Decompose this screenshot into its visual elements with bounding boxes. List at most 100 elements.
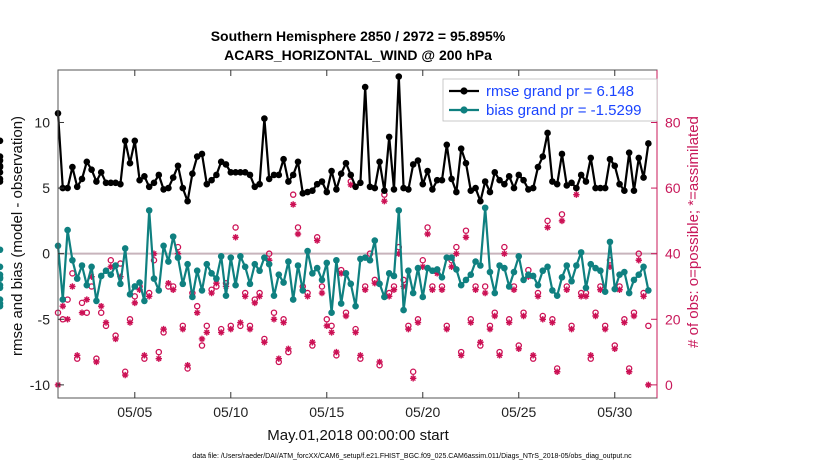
obs-assimilated-point [131, 299, 138, 307]
rmse-point [448, 175, 455, 183]
obs-assimilated-point [126, 319, 134, 326]
obs-assimilated-point [448, 263, 455, 270]
obs-assimilated-point [611, 345, 618, 352]
bias-point [472, 258, 479, 265]
bias-point [217, 253, 225, 260]
bias-point [198, 287, 206, 294]
obs-assimilated-star [289, 201, 297, 208]
obs-assimilated-point [501, 250, 508, 257]
x-tick-label: 05/30 [597, 404, 632, 420]
bias-point [179, 280, 187, 288]
rmse-point [294, 158, 302, 166]
rmse-point [419, 180, 427, 188]
obs-assimilated-star [414, 319, 422, 326]
obs-assimilated-point [203, 329, 210, 336]
obs-assimilated-point [333, 348, 340, 356]
obs-assimilated-point [544, 224, 551, 231]
rmse-point [568, 179, 575, 187]
obs-assimilated-point [558, 217, 566, 225]
bias-point [328, 309, 335, 317]
obs-assimilated-point [309, 339, 316, 346]
obs-assimilated-star [558, 217, 566, 225]
obs-assimilated-point [553, 368, 561, 375]
obs-assimilated-star [544, 224, 551, 231]
obs-assimilated-point [160, 325, 167, 333]
obs-assimilated-star [107, 263, 114, 270]
obs-assimilated-point [289, 201, 297, 208]
rmse-point [635, 154, 643, 162]
bias-point [289, 296, 297, 303]
obs-assimilated-star [400, 283, 407, 290]
obs-assimilated-star [472, 286, 479, 293]
obs-assimilated-point [97, 302, 105, 310]
bias-point [121, 245, 129, 252]
obs-possible-point [481, 283, 489, 290]
bias-point [155, 287, 163, 294]
obs-assimilated-point [515, 345, 522, 352]
obs-assimilated-star [467, 319, 474, 326]
rmse-point [69, 163, 76, 171]
obs-assimilated-point [121, 371, 129, 379]
obs-assimilated-point [529, 352, 537, 359]
bias-point [174, 254, 182, 261]
obs-assimilated-star [328, 329, 335, 336]
obs-assimilated-point [59, 302, 66, 310]
rmse-point [491, 169, 499, 176]
obs-assimilated-point [539, 316, 546, 323]
bias-point [520, 276, 527, 284]
obs-assimilated-point [573, 191, 580, 198]
obs-assimilated-star [78, 309, 86, 316]
obs-assimilated-point [285, 345, 292, 352]
legend-rmse-label: rmse grand pr = 6.148 [486, 83, 634, 100]
obs-assimilated-point [237, 319, 244, 326]
obs-assimilated-star [477, 339, 484, 346]
bias-point [165, 258, 172, 265]
rmse-point [275, 171, 283, 179]
obs-assimilated-point [328, 329, 335, 336]
obs-assimilated-point [429, 286, 436, 293]
obs-assimilated-star [97, 302, 105, 310]
obs-possible-point [193, 302, 201, 310]
rmse-point [141, 172, 148, 180]
obs-assimilated-point [424, 230, 431, 238]
rmse-point [592, 184, 599, 192]
bias-point [515, 253, 523, 260]
obs-assimilated-point [486, 325, 494, 333]
obs-assimilated-star [102, 319, 110, 326]
obs-assimilated-star [83, 296, 90, 303]
obs-assimilated-star [69, 283, 76, 290]
bias-point [208, 270, 215, 277]
obs-possible-point [424, 224, 431, 231]
obs-assimilated-point [472, 286, 479, 293]
bias-point [419, 293, 427, 301]
bias-point [0, 284, 4, 292]
rmse-point [83, 158, 91, 166]
bias-point [102, 267, 110, 275]
bias-point [342, 270, 350, 277]
obs-assimilated-point [93, 358, 100, 366]
obs-assimilated-star [520, 312, 527, 320]
bias-point [371, 237, 379, 244]
rmse-point [645, 140, 652, 147]
obs-assimilated-point [213, 280, 220, 287]
obs-possible-point [198, 342, 206, 349]
obs-assimilated-star [621, 319, 628, 326]
obs-possible-point [318, 283, 326, 290]
obs-assimilated-star [419, 263, 426, 270]
rmse-point [361, 83, 369, 91]
obs-assimilated-point [635, 257, 642, 264]
obs-possible-point [155, 348, 163, 356]
rmse-point [121, 137, 129, 145]
obs-assimilated-point [438, 286, 446, 293]
bias-point [352, 302, 359, 310]
obs-assimilated-point [227, 325, 234, 333]
obs-assimilated-star [429, 286, 436, 293]
bias-point [83, 281, 91, 289]
x-tick-label: 05/20 [405, 404, 440, 420]
obs-assimilated-star [381, 198, 388, 205]
obs-assimilated-star [227, 325, 234, 333]
rmse-point [179, 184, 187, 192]
rmse-point [0, 163, 4, 171]
obs-assimilated-star [121, 371, 129, 379]
obs-possible-point [462, 227, 470, 234]
